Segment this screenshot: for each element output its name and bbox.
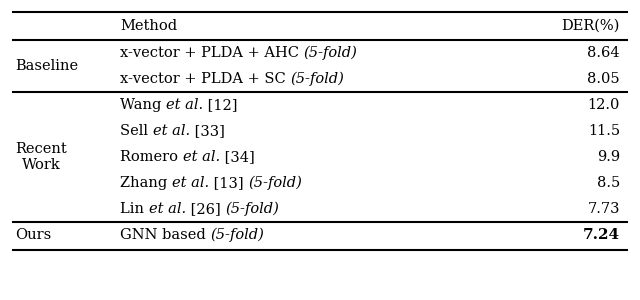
Text: Lin: Lin [120, 202, 148, 216]
Text: Wang: Wang [120, 98, 166, 112]
Text: et al.: et al. [172, 176, 209, 190]
Text: [34]: [34] [220, 150, 255, 164]
Text: 8.5: 8.5 [596, 176, 620, 190]
Text: Baseline: Baseline [15, 59, 78, 73]
Text: [13]: [13] [209, 176, 248, 190]
Text: (5-fold): (5-fold) [211, 228, 264, 242]
Text: Recent
Work: Recent Work [15, 142, 67, 172]
Text: et al.: et al. [148, 202, 186, 216]
Text: x-vector + PLDA + AHC: x-vector + PLDA + AHC [120, 46, 303, 60]
Text: Ours: Ours [15, 228, 51, 242]
Text: 11.5: 11.5 [588, 124, 620, 138]
Text: 12.0: 12.0 [588, 98, 620, 112]
Text: x-vector + PLDA + SC: x-vector + PLDA + SC [120, 72, 291, 86]
Text: (5-fold): (5-fold) [291, 72, 344, 86]
Text: [12]: [12] [203, 98, 237, 112]
Text: (5-fold): (5-fold) [248, 176, 302, 190]
Text: (5-fold): (5-fold) [225, 202, 279, 216]
Text: et al.: et al. [152, 124, 189, 138]
Text: 9.9: 9.9 [597, 150, 620, 164]
Text: Method: Method [120, 19, 177, 33]
Text: et al.: et al. [182, 150, 220, 164]
Text: Sell: Sell [120, 124, 152, 138]
Text: 7.24: 7.24 [583, 228, 620, 242]
Text: 8.64: 8.64 [588, 46, 620, 60]
Text: et al.: et al. [166, 98, 203, 112]
Text: 7.73: 7.73 [588, 202, 620, 216]
Text: GNN based: GNN based [120, 228, 211, 242]
Text: 8.05: 8.05 [588, 72, 620, 86]
Text: (5-fold): (5-fold) [303, 46, 358, 60]
Text: [33]: [33] [189, 124, 225, 138]
Text: Zhang: Zhang [120, 176, 172, 190]
Text: Romero: Romero [120, 150, 182, 164]
Text: DER(%): DER(%) [562, 19, 620, 33]
Text: [26]: [26] [186, 202, 225, 216]
